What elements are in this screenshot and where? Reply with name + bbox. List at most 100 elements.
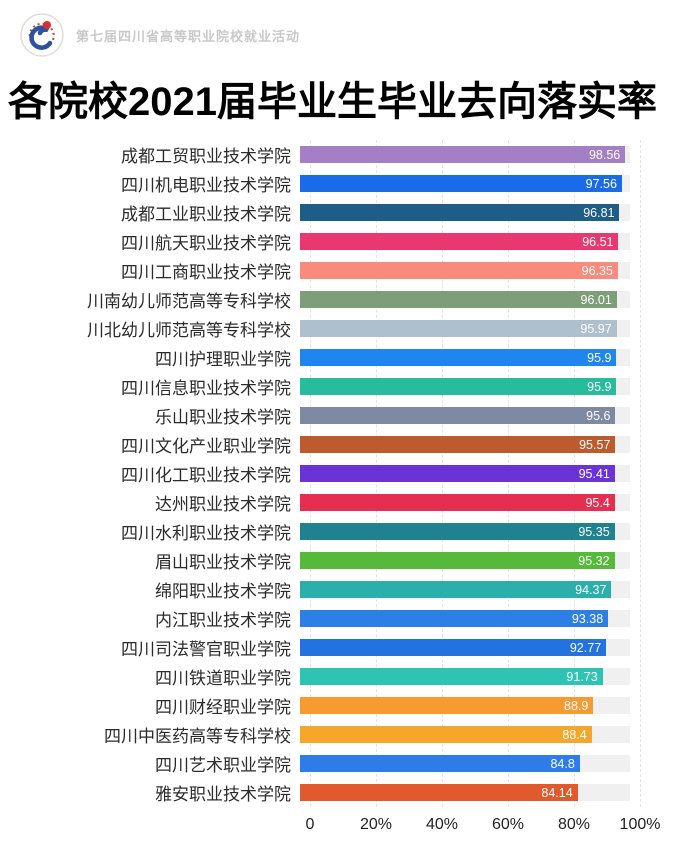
x-tick-label: 20% (359, 816, 393, 833)
category-label: 四川化工职业技术学院 (121, 466, 291, 485)
bar: 98.56 (300, 146, 626, 163)
bar-area: 84.14 (300, 784, 630, 801)
bar-area: 95.9 (300, 378, 630, 395)
category-label: 绵阳职业技术学院 (155, 582, 291, 601)
category-label: 四川护理职业学院 (155, 350, 291, 369)
chart-row: 绵阳职业技术学院 94.37 (0, 575, 673, 604)
bar: 95.6 (300, 407, 616, 424)
bar: 88.9 (300, 697, 594, 714)
bar-value-label: 95.9 (587, 350, 612, 365)
category-label: 四川中医药高等专科学校 (104, 727, 291, 746)
chart-row: 达州职业技术学院 95.4 (0, 488, 673, 517)
bar-value-label: 95.32 (578, 553, 610, 568)
bar-area: 95.35 (300, 523, 630, 540)
category-label: 达州职业技术学院 (155, 495, 291, 514)
bar: 95.57 (300, 436, 616, 453)
x-tick-label: 60% (491, 816, 525, 833)
chart-row: 四川铁道职业学院 91.73 (0, 662, 673, 691)
bar-area: 95.6 (300, 407, 630, 424)
bar: 93.38 (300, 610, 609, 627)
chart-row: 四川司法警官职业学院 92.77 (0, 633, 673, 662)
category-label: 川南幼儿师范高等专科学校 (87, 292, 291, 311)
bar-value-label: 95.35 (578, 524, 610, 539)
bar-value-label: 95.4 (585, 495, 610, 510)
category-label: 四川铁道职业学院 (155, 669, 291, 688)
bar: 97.56 (300, 175, 622, 192)
bar-area: 97.56 (300, 175, 630, 192)
bar-value-label: 91.73 (566, 669, 598, 684)
bar: 95.97 (300, 320, 617, 337)
bar: 95.35 (300, 523, 615, 540)
chart-row: 成都工业职业技术学院 96.81 (0, 198, 673, 227)
chart-row: 四川文化产业职业学院 95.57 (0, 430, 673, 459)
x-tick-label: 100% (619, 816, 661, 833)
category-label: 雅安职业技术学院 (155, 785, 291, 804)
bar-chart: 成都工贸职业技术学院 98.56 四川机电职业技术学院 97.56 成都工业职业技术学院… (0, 140, 673, 841)
bar: 95.9 (300, 349, 617, 366)
bar-area: 96.51 (300, 233, 630, 250)
bar-area: 92.77 (300, 639, 630, 656)
chart-row: 四川财经职业学院 88.9 (0, 691, 673, 720)
bar-value-label: 95.57 (579, 437, 611, 452)
category-label: 四川航天职业技术学院 (121, 234, 291, 253)
bar-value-label: 84.14 (541, 785, 573, 800)
bar-area: 95.41 (300, 465, 630, 482)
page-header: 第七届四川省高等职业院校就业活动 (0, 0, 673, 60)
x-tick-label: 0 (305, 816, 315, 833)
bar-value-label: 96.35 (581, 263, 613, 278)
bar: 84.14 (300, 784, 578, 801)
chart-row: 眉山职业技术学院 95.32 (0, 546, 673, 575)
category-label: 成都工贸职业技术学院 (121, 147, 291, 166)
bar-value-label: 95.97 (580, 321, 612, 336)
x-tick-label: 40% (425, 816, 459, 833)
chart-row: 川北幼儿师范高等专科学校 95.97 (0, 314, 673, 343)
bar-value-label: 97.56 (585, 176, 617, 191)
category-label: 四川信息职业技术学院 (121, 379, 291, 398)
bar-area: 98.56 (300, 146, 630, 163)
chart-row: 四川化工职业技术学院 95.41 (0, 459, 673, 488)
chart-row: 川南幼儿师范高等专科学校 96.01 (0, 285, 673, 314)
bar: 95.9 (300, 378, 617, 395)
chart-title: 各院校2021届毕业生毕业去向落实率 (8, 80, 657, 124)
bar-area: 88.4 (300, 726, 630, 743)
chart-row: 四川水利职业技术学院 95.35 (0, 517, 673, 546)
bar-area: 95.32 (300, 552, 630, 569)
bar-area: 96.81 (300, 204, 630, 221)
category-label: 内江职业技术学院 (155, 611, 291, 630)
chart-row: 四川护理职业学院 95.9 (0, 343, 673, 372)
bar-value-label: 94.37 (575, 582, 607, 597)
chart-row: 四川艺术职业学院 84.8 (0, 749, 673, 778)
bar-value-label: 84.8 (550, 756, 575, 771)
bar-area: 88.9 (300, 697, 630, 714)
bar-area: 93.38 (300, 610, 630, 627)
category-label: 四川文化产业职业学院 (121, 437, 291, 456)
bar-area: 96.01 (300, 291, 630, 308)
bar: 96.35 (300, 262, 618, 279)
chart-row: 四川工商职业技术学院 96.35 (0, 256, 673, 285)
bar: 96.81 (300, 204, 620, 221)
bar-area: 95.97 (300, 320, 630, 337)
chart-row: 雅安职业技术学院 84.14 (0, 778, 673, 807)
x-tick-label: 80% (557, 816, 591, 833)
bar-value-label: 96.51 (582, 234, 614, 249)
event-title: 第七届四川省高等职业院校就业活动 (76, 28, 301, 44)
bar-value-label: 98.56 (588, 147, 621, 162)
chart-row: 四川航天职业技术学院 96.51 (0, 227, 673, 256)
chart-row: 内江职业技术学院 93.38 (0, 604, 673, 633)
bar-value-label: 95.9 (587, 379, 612, 394)
bar-area: 94.37 (300, 581, 630, 598)
category-label: 成都工业职业技术学院 (121, 205, 291, 224)
category-label: 乐山职业技术学院 (155, 408, 291, 427)
category-label: 四川机电职业技术学院 (121, 176, 291, 195)
category-label: 四川财经职业学院 (155, 698, 291, 717)
bar-value-label: 88.4 (562, 727, 587, 742)
category-label: 四川工商职业技术学院 (121, 263, 291, 282)
bar: 95.41 (300, 465, 615, 482)
bar-area: 96.35 (300, 262, 630, 279)
category-label: 四川艺术职业学院 (155, 756, 291, 775)
chart-rows: 成都工贸职业技术学院 98.56 四川机电职业技术学院 97.56 成都工业职业技术学院… (0, 140, 673, 807)
bar: 91.73 (300, 668, 603, 685)
bar-area: 84.8 (300, 755, 630, 772)
bar: 92.77 (300, 639, 607, 656)
bar: 96.01 (300, 291, 617, 308)
